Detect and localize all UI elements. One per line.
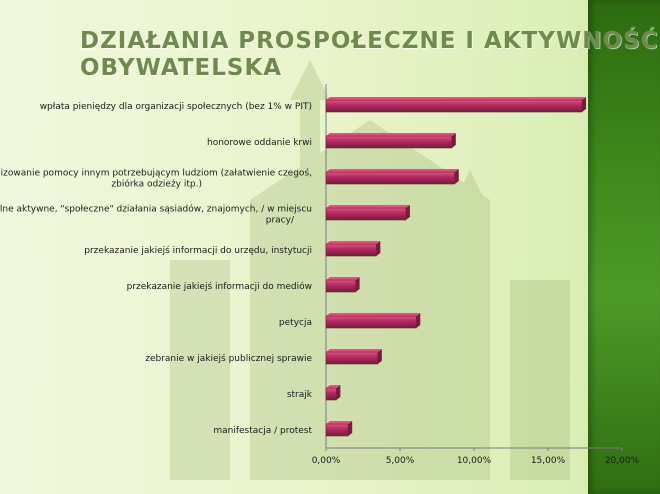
bar-8 [325, 351, 379, 365]
title-line-2: OBYWATELSKA [80, 55, 283, 81]
bar-side-7 [416, 313, 421, 328]
page-title: DZIAŁANIA PROSPOŁECZNE I AKTYWNOŚĆ OBYWA… [80, 28, 659, 82]
x-tick-label-3: 10,00% [457, 456, 492, 466]
bar-top-1 [326, 97, 587, 100]
bar-side-8 [377, 349, 382, 364]
bar-top-2 [326, 133, 456, 136]
bar-side-2 [451, 133, 456, 148]
x-tick-label-5: 20,00% [605, 456, 640, 466]
bar-7 [325, 315, 417, 329]
bar-top-6 [326, 277, 360, 280]
bar-top-5 [326, 241, 381, 244]
bar-side-3 [454, 169, 459, 184]
title-line-1: DZIAŁANIA PROSPOŁECZNE I AKTYWNOŚĆ [80, 28, 659, 54]
bar-side-9 [336, 385, 341, 400]
category-label-4-line-1: wspólne aktywne, "społeczne" działania s… [0, 204, 312, 215]
bar-side-5 [376, 241, 381, 256]
bar-top-4 [326, 205, 410, 208]
x-tick-label-2: 5,00% [386, 456, 415, 466]
category-label-6: przekazanie jakiejś informacji do mediów [127, 281, 312, 292]
building-watermark [170, 60, 570, 480]
category-label-1: wpłata pieniędzy dla organizacji społecz… [40, 102, 312, 112]
bar-top-3 [326, 169, 459, 172]
bar-side-1 [582, 97, 587, 112]
x-tick-label-4: 15,00% [531, 456, 566, 466]
category-label-8: zebranie w jakiejś publicznej sprawie [145, 353, 312, 364]
bar-top-10 [326, 421, 353, 424]
bar-3 [325, 171, 456, 185]
x-tick-label-1: 0,00% [312, 456, 341, 466]
bar-side-10 [348, 421, 353, 436]
category-label-4-line-2: pracy/ [266, 216, 295, 226]
category-label-9: strajk [287, 390, 313, 400]
bar-top-9 [326, 385, 341, 388]
bar-4 [325, 207, 407, 221]
bar-5 [325, 243, 377, 257]
bar-1 [325, 99, 583, 113]
category-label-3-line-2: zbiórka odzieży itp.) [111, 179, 202, 190]
bar-side-4 [405, 205, 410, 220]
decorative-green-band [588, 0, 660, 494]
category-label-5: przekazanie jakiejś informacji do urzędu… [84, 245, 312, 256]
bar-6 [325, 279, 356, 293]
category-label-3-line-1: organizowanie pomocy innym potrzebującym… [0, 168, 312, 179]
category-label-10: manifestacja / protest [213, 426, 312, 436]
bar-side-6 [355, 277, 360, 292]
bar-2 [325, 135, 453, 149]
bar-10 [325, 423, 349, 437]
category-label-7: petycja [279, 318, 312, 328]
bar-9 [325, 387, 337, 401]
bar-top-7 [326, 313, 421, 316]
bar-top-8 [326, 349, 382, 352]
category-label-2: honorowe oddanie krwi [207, 138, 312, 148]
